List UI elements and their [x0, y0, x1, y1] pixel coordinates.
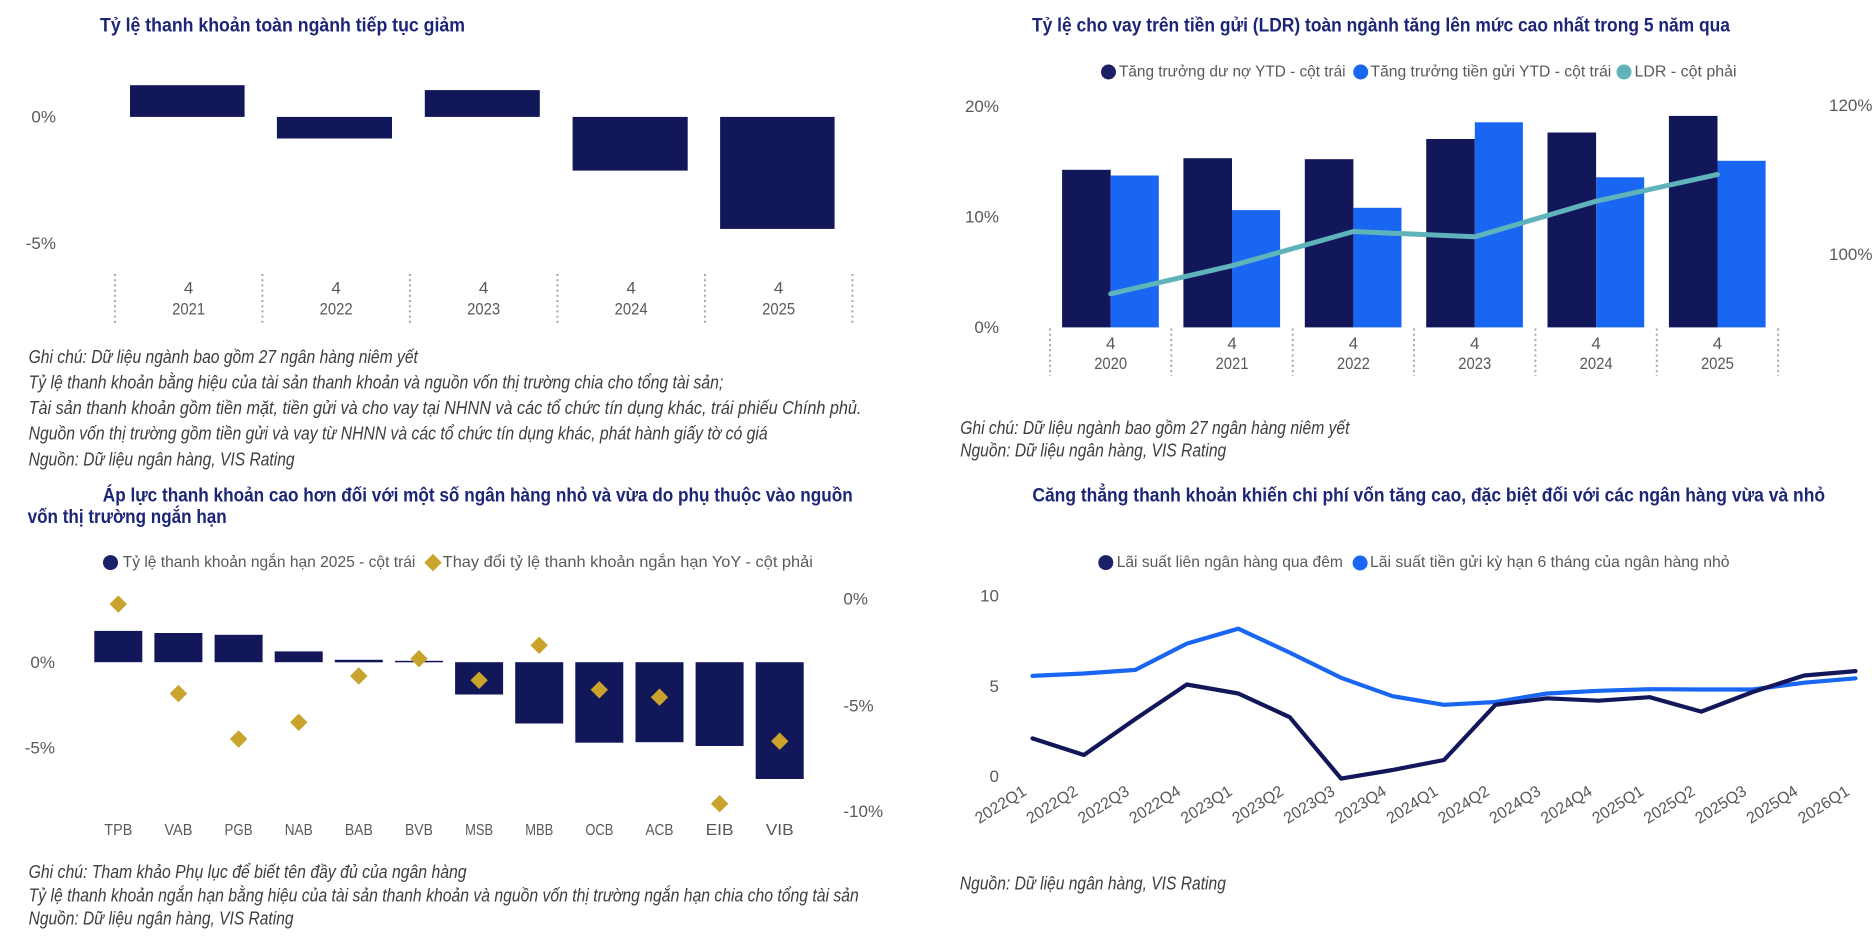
svg-text:2025: 2025	[1701, 354, 1734, 373]
svg-text:Tài sản thanh khoản gồm tiền m: Tài sản thanh khoản gồm tiền mặt, tiền g…	[29, 398, 862, 418]
svg-text:Ghi chú: Dữ liệu ngành bao gồm: Ghi chú: Dữ liệu ngành bao gồm 27 ngân h…	[29, 347, 419, 367]
svg-text:2023: 2023	[1458, 354, 1491, 373]
svg-text:Nguồn vốn thị trường gồm tiền: Nguồn vốn thị trường gồm tiền gửi và vay…	[29, 424, 768, 444]
svg-text:VIB: VIB	[766, 822, 794, 839]
svg-text:2022: 2022	[320, 300, 353, 319]
svg-text:2021: 2021	[1216, 354, 1249, 373]
svg-text:-5%: -5%	[25, 739, 55, 758]
svg-text:0%: 0%	[843, 590, 868, 609]
svg-text:2020: 2020	[1094, 354, 1127, 373]
svg-text:Áp lực thanh khoản cao hơn đối: Áp lực thanh khoản cao hơn đối với một s…	[103, 485, 853, 507]
svg-text:0: 0	[990, 767, 999, 786]
svg-text:Căng thẳng thanh khoản khiến c: Căng thẳng thanh khoản khiến chi phí vốn…	[1032, 485, 1825, 507]
svg-text:2022Q1: 2022Q1	[972, 783, 1029, 828]
svg-text:4: 4	[1349, 334, 1358, 353]
svg-text:5: 5	[990, 677, 999, 696]
svg-text:BVB: BVB	[405, 822, 433, 839]
svg-text:2023Q4: 2023Q4	[1332, 783, 1389, 828]
svg-text:EIB: EIB	[706, 822, 734, 839]
svg-text:Thay đổi tỷ lệ thanh khoản ngắ: Thay đổi tỷ lệ thanh khoản ngắn hạn YoY …	[443, 552, 813, 571]
svg-text:4: 4	[626, 279, 635, 298]
svg-text:vốn thị trường ngắn hạn: vốn thị trường ngắn hạn	[28, 506, 227, 528]
svg-text:2024Q2: 2024Q2	[1435, 783, 1492, 828]
svg-text:MBB: MBB	[525, 822, 553, 839]
svg-text:Ghi chú: Tham khảo Phụ lục để: Ghi chú: Tham khảo Phụ lục để biết tên đ…	[29, 862, 467, 882]
svg-text:2026Q1: 2026Q1	[1795, 783, 1852, 828]
svg-text:Tăng trưởng dư nợ YTD - cột tr: Tăng trưởng dư nợ YTD - cột trái	[1119, 64, 1346, 81]
svg-text:TPB: TPB	[104, 822, 132, 839]
svg-text:Ghi chú: Dữ liệu ngành bao gồm: Ghi chú: Dữ liệu ngành bao gồm 27 ngân h…	[960, 418, 1350, 438]
svg-text:4: 4	[1227, 334, 1236, 353]
svg-text:4: 4	[331, 279, 340, 298]
svg-text:BAB: BAB	[345, 822, 373, 839]
svg-text:Nguồn: Dữ liệu ngân hàng, VIS: Nguồn: Dữ liệu ngân hàng, VIS Rating	[960, 874, 1226, 894]
svg-text:2022Q3: 2022Q3	[1075, 783, 1132, 828]
svg-text:2022: 2022	[1337, 354, 1370, 373]
svg-text:2025Q4: 2025Q4	[1744, 783, 1801, 828]
svg-text:4: 4	[1106, 334, 1115, 353]
svg-text:2023Q2: 2023Q2	[1230, 783, 1287, 828]
svg-text:4: 4	[184, 279, 193, 298]
svg-text:Nguồn: Dữ liệu ngân hàng, VIS: Nguồn: Dữ liệu ngân hàng, VIS Rating	[29, 449, 295, 469]
svg-text:-10%: -10%	[843, 802, 883, 821]
svg-text:4: 4	[479, 279, 488, 298]
svg-text:2023Q1: 2023Q1	[1178, 783, 1235, 828]
svg-text:120%: 120%	[1829, 96, 1872, 115]
svg-text:VAB: VAB	[164, 822, 192, 839]
svg-text:4: 4	[1591, 334, 1600, 353]
svg-text:NAB: NAB	[285, 822, 313, 839]
svg-text:Tỷ lệ thanh khoản bằng hiệu củ: Tỷ lệ thanh khoản bằng hiệu của tài sản …	[29, 373, 724, 393]
svg-text:Tăng trưởng tiền gửi YTD - cột: Tăng trưởng tiền gửi YTD - cột trái	[1371, 64, 1612, 81]
svg-text:PGB: PGB	[225, 822, 253, 839]
svg-text:LDR - cột phải: LDR - cột phải	[1635, 64, 1737, 81]
svg-text:10%: 10%	[965, 208, 999, 227]
svg-text:Tỷ lệ thanh khoản ngắn hạn bằn: Tỷ lệ thanh khoản ngắn hạn bằng hiệu của…	[29, 885, 859, 905]
svg-text:2022Q2: 2022Q2	[1024, 783, 1081, 828]
svg-text:2025: 2025	[762, 300, 795, 319]
svg-text:2023Q3: 2023Q3	[1281, 783, 1338, 828]
svg-text:Lãi suất tiền gửi kỳ hạn 6 thá: Lãi suất tiền gửi kỳ hạn 6 tháng của ngâ…	[1370, 554, 1730, 571]
svg-text:-5%: -5%	[26, 234, 56, 253]
svg-text:0%: 0%	[31, 108, 56, 127]
svg-text:Nguồn: Dữ liệu ngân hàng, VIS: Nguồn: Dữ liệu ngân hàng, VIS Rating	[960, 440, 1226, 460]
svg-text:2024: 2024	[1580, 354, 1613, 373]
svg-text:2025Q1: 2025Q1	[1590, 783, 1647, 828]
svg-text:20%: 20%	[965, 97, 999, 116]
svg-text:2022Q4: 2022Q4	[1127, 783, 1184, 828]
svg-text:2024Q1: 2024Q1	[1384, 783, 1441, 828]
svg-text:2025Q3: 2025Q3	[1693, 783, 1750, 828]
svg-text:0%: 0%	[974, 318, 999, 337]
svg-text:ACB: ACB	[645, 822, 673, 839]
svg-text:Tỷ lệ thanh khoản toàn ngành t: Tỷ lệ thanh khoản toàn ngành tiếp tục gi…	[100, 15, 465, 36]
svg-text:0%: 0%	[30, 653, 55, 672]
svg-text:2024Q4: 2024Q4	[1538, 783, 1595, 828]
svg-text:-5%: -5%	[843, 697, 873, 716]
svg-text:MSB: MSB	[465, 822, 493, 839]
svg-text:4: 4	[1713, 334, 1722, 353]
svg-text:2021: 2021	[172, 300, 205, 319]
svg-text:2025Q2: 2025Q2	[1641, 783, 1698, 828]
svg-text:2024: 2024	[615, 300, 648, 319]
svg-text:4: 4	[774, 279, 783, 298]
svg-text:2024Q3: 2024Q3	[1487, 783, 1544, 828]
svg-text:OCB: OCB	[585, 822, 613, 839]
svg-text:10: 10	[980, 587, 999, 606]
svg-text:100%: 100%	[1829, 245, 1872, 264]
svg-text:Lãi suất liên ngân hàng qua đê: Lãi suất liên ngân hàng qua đêm	[1117, 554, 1343, 571]
svg-text:Tỷ lệ cho vay trên tiền gửi (L: Tỷ lệ cho vay trên tiền gửi (LDR) toàn n…	[1032, 15, 1730, 36]
svg-text:Nguồn: Dữ liệu ngân hàng, VIS: Nguồn: Dữ liệu ngân hàng, VIS Rating	[29, 908, 294, 928]
svg-text:4: 4	[1470, 334, 1479, 353]
svg-text:2023: 2023	[467, 300, 500, 319]
svg-text:Tỷ lệ thanh khoản ngắn hạn 202: Tỷ lệ thanh khoản ngắn hạn 2025 - cột tr…	[123, 552, 416, 571]
